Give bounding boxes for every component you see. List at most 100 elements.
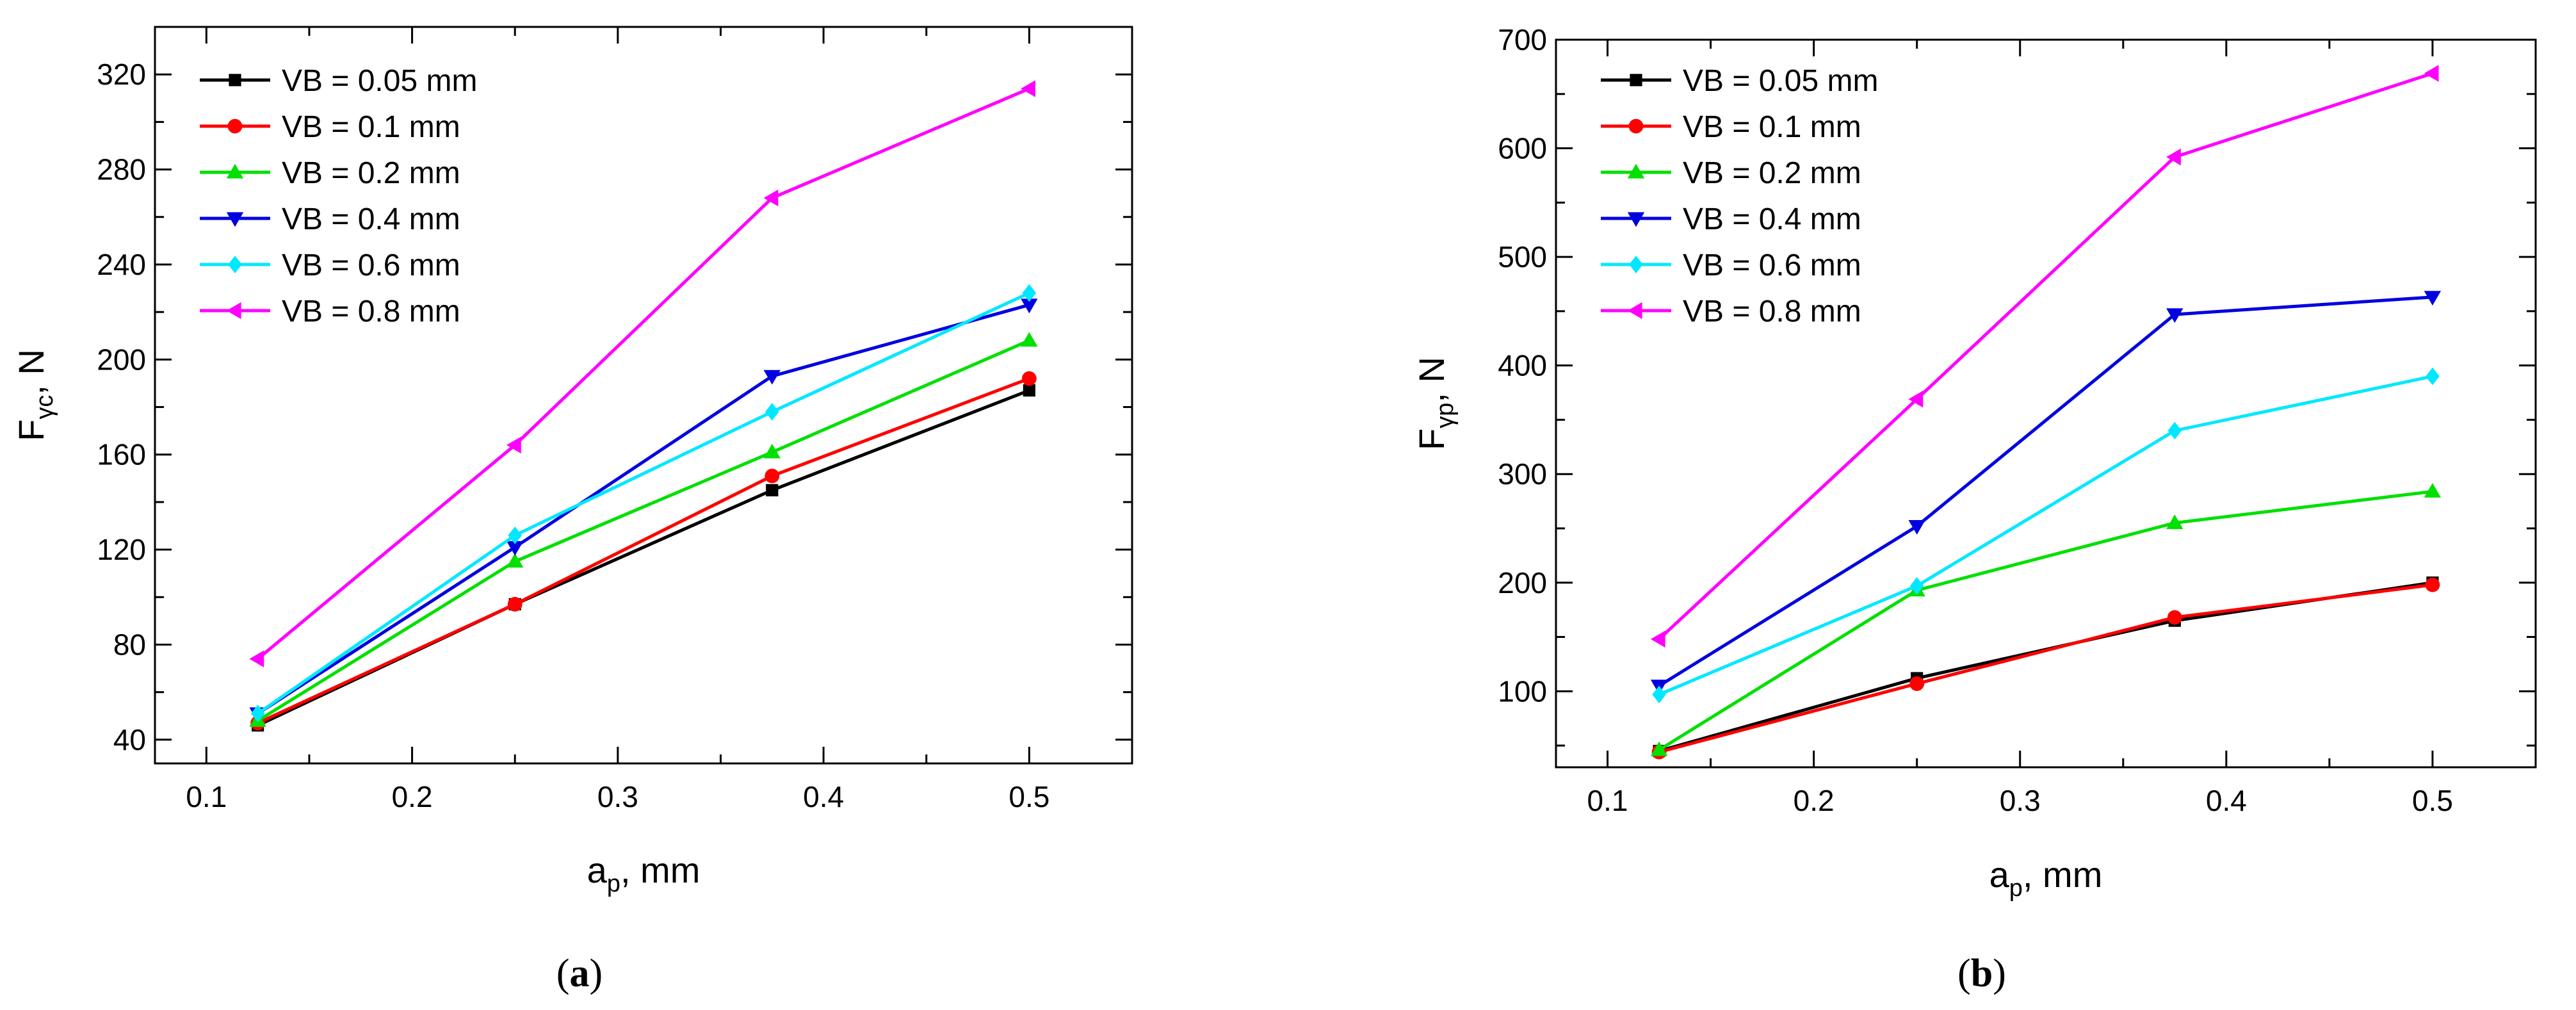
series-1	[1653, 576, 2439, 758]
data-point	[1021, 298, 1038, 314]
legend-a: VB = 0.05 mm VB = 0.1 mm VB = 0.2 mm VB = 0…	[200, 64, 477, 329]
series-4	[1650, 291, 2442, 695]
series-2	[1651, 577, 2440, 760]
legend-item: VB = 0.2 mm	[200, 156, 460, 190]
series-line	[257, 377, 1030, 725]
data-point	[763, 189, 779, 207]
series-line	[257, 339, 1030, 722]
data-point	[1021, 80, 1035, 97]
series-3	[249, 332, 1038, 727]
y-tick-label: 120	[97, 533, 146, 566]
data-point	[1021, 371, 1037, 386]
series-5	[1652, 367, 2440, 704]
tick-marks-b	[1556, 38, 2537, 767]
data-point	[506, 541, 524, 556]
data-point	[1650, 741, 1668, 756]
x-tick-label: 0.4	[2206, 784, 2247, 817]
data-point	[2167, 610, 2182, 625]
data-point	[1908, 519, 1925, 535]
data-point	[1909, 676, 1925, 691]
series-group-a	[249, 80, 1038, 732]
legend-label: VB = 0.1 mm	[282, 110, 460, 144]
legend-label: VB = 0.05 mm	[282, 64, 477, 98]
legend-marker	[1627, 302, 1642, 320]
legend-marker	[1627, 212, 1645, 227]
data-point	[763, 443, 781, 459]
data-point	[250, 705, 265, 722]
y-tick-label: 240	[97, 248, 146, 281]
series-5	[250, 284, 1037, 722]
legend-label: VB = 0.6 mm	[1683, 248, 1861, 282]
y-tick-label: 80	[113, 628, 146, 662]
legend-item: VB = 0.8 mm	[200, 295, 460, 329]
x-tick-label: 0.3	[2000, 784, 2041, 817]
legend-marker	[228, 256, 242, 273]
legend-label: VB = 0.2 mm	[1683, 156, 1861, 190]
x-tick-label: 0.2	[392, 780, 433, 813]
data-point	[2424, 483, 2442, 498]
y-tick-label: 300	[1498, 457, 1547, 491]
legend-item: VB = 0.6 mm	[200, 248, 460, 282]
data-point	[2425, 577, 2440, 592]
legend-label: VB = 0.2 mm	[282, 156, 460, 190]
series-4	[249, 298, 1038, 722]
x-tick-labels-a: 0.1 0.2 0.3 0.4 0.5	[186, 780, 1049, 813]
x-tick-label: 0.1	[1587, 784, 1628, 817]
legend-label: VB = 0.6 mm	[282, 248, 460, 282]
series-line	[1658, 375, 2433, 696]
series-line	[1658, 295, 2433, 687]
data-point	[506, 436, 521, 454]
panel-b: 0.1 0.2 0.3 0.4 0.5 100 200 300 400 500 600 700 VB…	[1411, 23, 2537, 995]
legend-item: VB = 0.1 mm	[1601, 110, 1861, 144]
legend-item: VB = 0.2 mm	[1601, 156, 1861, 190]
x-axis-label-b: ap, mm	[1989, 854, 2103, 902]
series-line	[1658, 489, 2433, 751]
series-line	[1658, 72, 2433, 640]
x-tick-label: 0.5	[1009, 780, 1049, 813]
data-point	[2424, 291, 2442, 306]
legend-label: VB = 0.4 mm	[282, 202, 460, 236]
legend-item: VB = 0.6 mm	[1601, 248, 1861, 282]
legend-label: VB = 0.8 mm	[1683, 295, 1861, 329]
data-point	[508, 526, 522, 544]
data-point	[2424, 65, 2439, 82]
data-point	[1908, 391, 1924, 408]
y-tick-label: 280	[97, 153, 146, 186]
series-line	[257, 389, 1030, 727]
series-line	[257, 291, 1030, 715]
plot-frame-a	[154, 26, 1133, 765]
y-tick-label: 100	[1498, 674, 1547, 708]
y-tick-label: 700	[1498, 23, 1547, 56]
data-point	[2167, 421, 2182, 440]
data-point	[763, 370, 781, 385]
data-point	[2166, 148, 2181, 166]
series-group-b	[1650, 65, 2442, 760]
panel-a: 0.1 0.2 0.3 0.4 0.5 40 80 120 160 200 240 280 320 V…	[11, 26, 1133, 995]
data-point	[1650, 630, 1665, 648]
legend-marker	[1627, 163, 1645, 179]
legend-label: VB = 0.05 mm	[1683, 64, 1878, 98]
data-point	[1023, 384, 1035, 397]
x-tick-labels-b: 0.1 0.2 0.3 0.4 0.5	[1587, 784, 2453, 817]
legend-marker	[1628, 118, 1644, 134]
y-tick-label: 500	[1498, 240, 1547, 273]
legend-item: VB = 0.4 mm	[1601, 202, 1861, 236]
y-tick-labels-b: 100 200 300 400 500 600 700	[1498, 23, 1547, 708]
x-tick-label: 0.3	[597, 780, 638, 813]
y-tick-label: 600	[1498, 132, 1547, 165]
y-tick-label: 320	[97, 58, 146, 91]
legend-marker	[1630, 74, 1642, 86]
series-6	[1650, 65, 2439, 648]
x-tick-label: 0.1	[186, 780, 227, 813]
caption-a: (a)	[556, 952, 603, 995]
legend-item: VB = 0.8 mm	[1601, 295, 1861, 329]
y-tick-label: 40	[113, 723, 146, 756]
y-tick-label: 200	[1498, 566, 1547, 599]
data-point	[1022, 284, 1037, 302]
series-6	[249, 80, 1035, 667]
legend-marker	[229, 74, 241, 86]
series-line	[257, 303, 1030, 715]
legend-item: VB = 0.1 mm	[200, 110, 460, 144]
caption-b: (b)	[1957, 952, 2006, 995]
